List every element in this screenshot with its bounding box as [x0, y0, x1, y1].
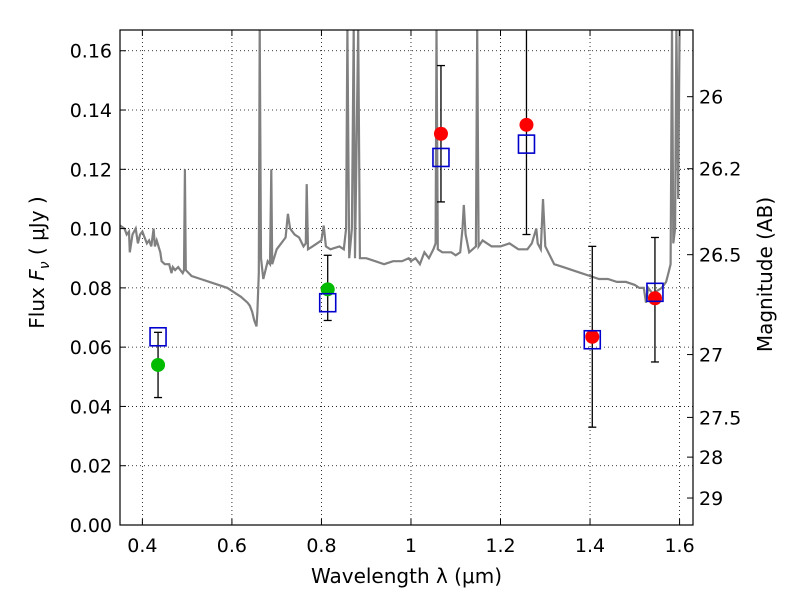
x-tick-label: 0.4 — [127, 535, 157, 557]
y-axis-label-subscript: ν — [37, 261, 53, 269]
x-tick-label: 0.6 — [217, 535, 247, 557]
y-tick-label: 0.16 — [70, 41, 112, 63]
right-axis-label: Magnitude (AB) — [753, 197, 777, 352]
observed-point-red — [585, 329, 600, 344]
y-tick-label: 0.12 — [70, 159, 112, 181]
right-tick-label: 27.5 — [699, 407, 741, 429]
plot-area — [120, 30, 681, 428]
grid-lines — [120, 30, 693, 526]
observed-point-red — [647, 291, 662, 306]
right-tick-label: 28 — [699, 447, 723, 469]
observed-point-red — [433, 126, 448, 141]
x-tick-label: 1.6 — [664, 535, 694, 557]
y-tick-label: 0.10 — [70, 219, 112, 241]
plot-frame — [119, 29, 694, 526]
right-tick-label: 27 — [699, 345, 723, 367]
right-tick-label: 26.2 — [699, 159, 741, 181]
y-tick-label: 0.08 — [70, 278, 112, 300]
y-axis-label-prefix: Flux — [25, 281, 49, 329]
model-photometry-box — [517, 134, 536, 154]
x-tick-label: 1 — [405, 535, 417, 557]
y-axis-label: Flux Fν ( μJy ) — [25, 196, 53, 328]
y-axis-label-symbol: F — [25, 269, 49, 281]
model-photometry-box — [646, 282, 664, 303]
x-tick-label: 1.2 — [485, 535, 515, 557]
right-tick-label: 29 — [699, 488, 723, 510]
model-photometry-box — [583, 329, 602, 350]
y-axis-label-unit: ( μJy ) — [25, 196, 49, 261]
observed-point-red — [519, 117, 534, 132]
x-axis-label: Wavelength λ (μm) — [311, 564, 502, 588]
model-photometry-box — [149, 326, 167, 347]
y-tick-label: 0.00 — [70, 515, 112, 537]
x-tick-label: 1.4 — [575, 535, 605, 557]
model-photometry-box — [432, 147, 450, 168]
model-spectrum-line — [120, 30, 681, 327]
right-tick-label: 26 — [699, 87, 723, 109]
y-tick-label: 0.02 — [70, 456, 112, 478]
y-tick-label: 0.04 — [70, 396, 112, 418]
observed-point-green — [151, 357, 166, 372]
observed-point-green — [320, 282, 335, 297]
y-tick-label: 0.06 — [70, 337, 112, 359]
axis-ticks: 0.4 0.6 0.8 1 1.2 1.4 1.6 0.00 0.02 0.04 0.06 0.08 0… — [70, 30, 741, 557]
y-tick-label: 0.14 — [70, 100, 112, 122]
model-photometry-box — [318, 292, 337, 313]
right-tick-label: 26.5 — [699, 245, 741, 267]
x-tick-label: 0.8 — [306, 535, 336, 557]
